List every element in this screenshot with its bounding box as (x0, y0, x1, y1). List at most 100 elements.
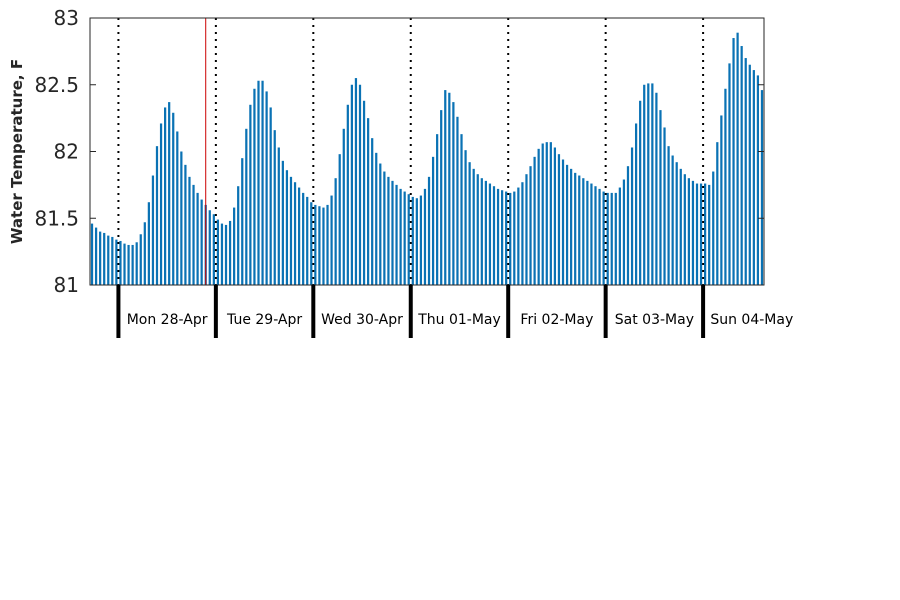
temperature-bar (293, 182, 297, 285)
temperature-bar (411, 196, 414, 285)
temperature-bar (111, 236, 114, 285)
temperature-bar (212, 214, 215, 285)
temperature-bar (228, 220, 232, 285)
temperature-bar (460, 134, 463, 285)
temperature-bar (265, 91, 268, 285)
temperature-bar (334, 178, 337, 285)
temperature-bar (602, 191, 605, 285)
temperature-bar (200, 199, 203, 285)
temperature-bar (679, 168, 682, 285)
temperature-bar (590, 183, 593, 285)
temperature-bar (159, 123, 163, 285)
temperature-bar (541, 143, 544, 285)
temperature-bar (671, 155, 674, 285)
day-label: Fri 02-May (520, 312, 593, 328)
temperature-bar (468, 162, 471, 285)
day-label: Sun 04-May (710, 312, 793, 328)
temperature-bar (557, 154, 561, 285)
temperature-bar (553, 147, 557, 285)
temperature-bar (115, 239, 118, 285)
temperature-bar (440, 110, 443, 285)
temperature-bar (732, 38, 735, 285)
temperature-bar (387, 176, 390, 285)
temperature-bar (480, 178, 483, 285)
temperature-bar (586, 180, 589, 285)
temperature-bar (704, 183, 707, 285)
temperature-bar (695, 183, 699, 285)
temperature-bar (744, 58, 747, 285)
temperature-bar (614, 192, 617, 285)
temperature-bar (180, 151, 183, 285)
temperature-bar (427, 176, 431, 285)
y-tick-label: 83 (54, 6, 79, 30)
temperature-bar (610, 192, 613, 285)
temperature-bar (119, 240, 122, 285)
day-label: Mon 28-Apr (127, 312, 208, 328)
temperature-bar (452, 102, 455, 285)
temperature-bar (371, 138, 374, 285)
temperature-bar (143, 222, 146, 285)
temperature-bar (257, 80, 260, 286)
temperature-bar (618, 187, 621, 285)
temperature-bar (570, 168, 573, 285)
temperature-bar (484, 180, 487, 285)
temperature-bar (545, 142, 548, 285)
temperature-bar (277, 147, 280, 285)
temperature-bar (403, 191, 406, 285)
y-tick-label: 82 (54, 140, 79, 164)
temperature-bar (391, 180, 394, 285)
temperature-bar (346, 104, 349, 285)
temperature-bar (269, 107, 272, 285)
temperature-bar (196, 192, 199, 285)
temperature-bar (233, 207, 236, 285)
temperature-bar (456, 116, 459, 285)
temperature-bar (643, 84, 646, 285)
y-axis: 81 81.5 82 82.5 83 (34, 6, 764, 297)
temperature-bar (419, 195, 423, 285)
temperature-bar (172, 112, 175, 285)
temperature-bar (151, 175, 155, 285)
temperature-bar (464, 150, 467, 285)
temperature-bar (168, 102, 171, 285)
temperature-bar (740, 46, 743, 285)
temperature-bar (330, 195, 333, 285)
temperature-bar (521, 182, 524, 285)
temperature-bar (302, 192, 305, 285)
temperature-bar (249, 104, 252, 285)
temperature-bar (253, 88, 256, 285)
temperature-bar (383, 171, 386, 285)
y-tick-label: 81 (54, 273, 79, 297)
temperature-bar (659, 110, 662, 285)
temperature-bar (362, 100, 366, 286)
temperature-bar (760, 90, 764, 285)
bars-layer (90, 32, 764, 286)
day-label: Tue 29-Apr (226, 312, 302, 328)
temperature-bar (224, 224, 228, 285)
temperature-bar (131, 244, 134, 285)
temperature-bar (505, 191, 508, 285)
temperature-bar (147, 202, 150, 285)
temperature-bar (448, 92, 451, 285)
temperature-bar (720, 115, 723, 286)
temperature-bar (565, 164, 569, 285)
temperature-bar (476, 174, 479, 285)
temperature-bar (675, 162, 678, 285)
temperature-bar (509, 192, 512, 285)
temperature-bar (622, 179, 626, 285)
temperature-bar (513, 191, 516, 285)
temperature-bar (574, 172, 577, 285)
temperature-bar (529, 166, 532, 285)
temperature-bar (155, 146, 159, 285)
y-tick-label: 82.5 (34, 73, 79, 97)
temperature-bar (375, 152, 378, 285)
temperature-bar (127, 244, 130, 285)
day-label: Wed 30-Apr (321, 312, 403, 328)
temperature-bar (667, 146, 670, 285)
temperature-bar (399, 188, 402, 285)
temperature-bar (736, 32, 739, 286)
temperature-bar (184, 164, 187, 285)
temperature-bar (492, 186, 496, 285)
temperature-bar (655, 92, 658, 285)
temperature-bar (289, 176, 293, 285)
